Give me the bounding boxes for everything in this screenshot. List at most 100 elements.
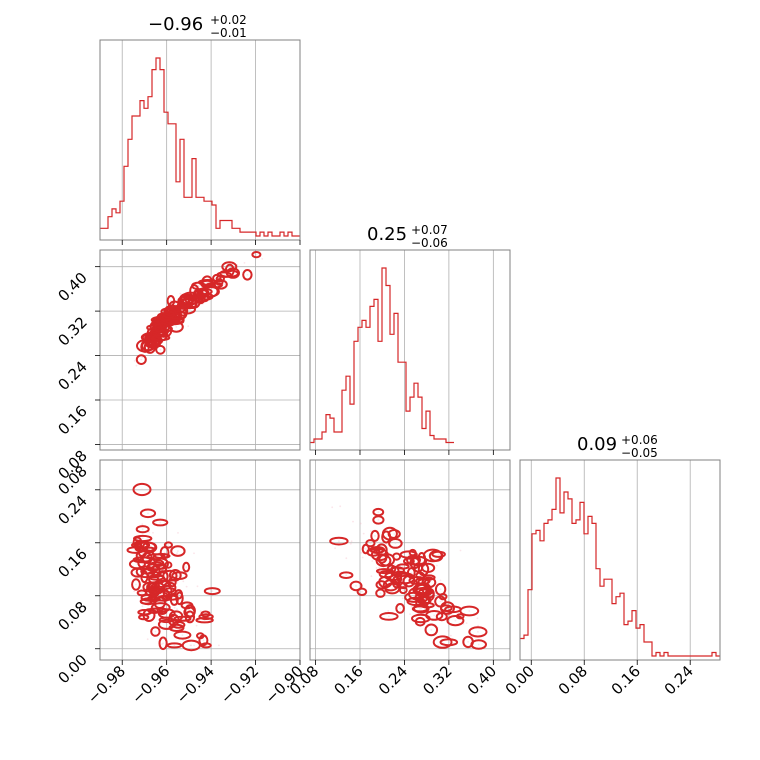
sample-point bbox=[409, 613, 411, 615]
sample-point bbox=[349, 542, 352, 545]
sample-point bbox=[185, 566, 188, 568]
grid-lines bbox=[530, 460, 691, 660]
contour-level bbox=[399, 550, 418, 559]
contour-level bbox=[151, 563, 168, 574]
y-tick-label: 0.24 bbox=[54, 492, 90, 528]
sample-point bbox=[185, 585, 188, 588]
sample-point bbox=[350, 540, 353, 543]
contour-level bbox=[470, 639, 488, 650]
x-tick-label: −0.96 bbox=[128, 662, 173, 707]
contour-level bbox=[372, 507, 385, 517]
sample-point bbox=[162, 642, 165, 645]
sample-point bbox=[393, 563, 396, 566]
sample-point bbox=[437, 553, 440, 556]
sample-point bbox=[331, 506, 334, 509]
contour-level bbox=[421, 562, 436, 574]
sample-point bbox=[387, 610, 390, 612]
contour-level bbox=[200, 292, 214, 301]
sample-point bbox=[160, 643, 163, 646]
contour-level bbox=[138, 549, 147, 558]
sample-point bbox=[170, 299, 172, 302]
contour-level bbox=[399, 582, 408, 590]
sample-point bbox=[364, 548, 367, 550]
sample-point bbox=[447, 630, 450, 632]
contour-level bbox=[141, 340, 156, 352]
contour-level bbox=[154, 323, 163, 333]
y-tick-label: 0.32 bbox=[54, 313, 90, 349]
sample-point bbox=[148, 531, 151, 534]
title-p0-plus: +0.02 bbox=[210, 13, 247, 27]
contour-level bbox=[142, 608, 156, 622]
sample-point bbox=[361, 556, 364, 559]
sample-point bbox=[133, 590, 136, 593]
contour-level bbox=[361, 543, 370, 555]
contour-level bbox=[192, 289, 202, 303]
contour-level bbox=[406, 554, 421, 566]
sample-point bbox=[177, 532, 179, 534]
sample-point bbox=[177, 550, 179, 552]
sample-point bbox=[243, 262, 246, 264]
contour-level bbox=[157, 618, 176, 630]
sample-point bbox=[450, 634, 452, 637]
sample-point bbox=[477, 624, 479, 627]
panel-1-0 bbox=[100, 250, 301, 450]
contour-level bbox=[434, 582, 447, 596]
grid-lines bbox=[100, 250, 301, 450]
sample-point bbox=[477, 643, 480, 646]
sample-point bbox=[176, 608, 178, 611]
panel-frame bbox=[99, 249, 301, 451]
sample-point bbox=[377, 519, 380, 521]
contour-level bbox=[439, 638, 459, 647]
contour-level bbox=[339, 571, 354, 580]
contour-level bbox=[180, 601, 194, 610]
sample-point bbox=[211, 590, 214, 592]
title-p1: 0.25 bbox=[367, 224, 407, 245]
sample-point bbox=[141, 552, 144, 555]
contour-level bbox=[157, 608, 176, 619]
sample-point bbox=[454, 619, 457, 622]
sample-point bbox=[202, 639, 205, 642]
sample-point bbox=[255, 253, 258, 256]
title-p2-minus: −0.05 bbox=[621, 446, 658, 460]
contour-level bbox=[242, 269, 253, 281]
samples-1-0 bbox=[133, 251, 264, 367]
sample-point bbox=[190, 644, 193, 647]
panel-frame bbox=[519, 459, 721, 661]
sample-point bbox=[441, 641, 444, 643]
histogram-p2 bbox=[520, 477, 720, 657]
sample-point bbox=[393, 533, 396, 535]
contour-level bbox=[435, 612, 448, 622]
contour-level bbox=[153, 596, 166, 609]
contour-level bbox=[468, 626, 488, 638]
y-tick-label: 0.16 bbox=[54, 402, 90, 438]
sample-point bbox=[141, 523, 144, 526]
y-tick-label: 0.08 bbox=[54, 598, 90, 634]
sample-point bbox=[447, 641, 450, 644]
contour-level bbox=[379, 612, 399, 621]
panel-1-1 bbox=[310, 250, 494, 450]
sample-point bbox=[465, 622, 468, 624]
contour-level bbox=[365, 539, 376, 548]
sample-point bbox=[338, 540, 340, 542]
sample-point bbox=[420, 607, 423, 610]
contour-level bbox=[184, 604, 196, 618]
contour-level bbox=[205, 281, 223, 289]
sample-point bbox=[147, 512, 149, 515]
sample-point bbox=[334, 547, 336, 550]
contour-level bbox=[392, 552, 402, 561]
contour-level bbox=[406, 567, 416, 579]
sample-point bbox=[385, 543, 388, 545]
sample-point bbox=[375, 567, 378, 569]
contour-level bbox=[139, 597, 157, 606]
contour-level bbox=[200, 279, 215, 289]
contour-level bbox=[152, 518, 169, 527]
sample-point bbox=[339, 505, 342, 508]
contour-level bbox=[170, 545, 186, 557]
panel-frame bbox=[99, 459, 301, 661]
grid-lines bbox=[121, 40, 301, 240]
sample-point bbox=[173, 644, 176, 647]
title-p1-minus: −0.06 bbox=[411, 236, 448, 250]
contour-level bbox=[139, 508, 157, 519]
sample-point bbox=[199, 610, 202, 613]
